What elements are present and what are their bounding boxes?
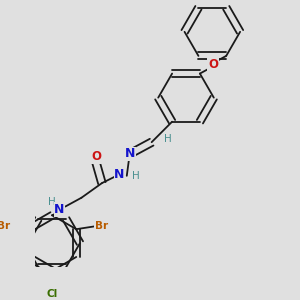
Text: N: N (54, 203, 65, 216)
Text: H: H (132, 171, 140, 181)
Text: H: H (164, 134, 172, 144)
Text: Br: Br (94, 221, 108, 231)
Text: Br: Br (0, 221, 10, 231)
Text: N: N (124, 147, 135, 161)
Text: Cl: Cl (46, 289, 58, 299)
Text: O: O (208, 58, 218, 71)
Text: H: H (48, 197, 56, 207)
Text: N: N (114, 168, 125, 181)
Text: O: O (91, 150, 101, 163)
